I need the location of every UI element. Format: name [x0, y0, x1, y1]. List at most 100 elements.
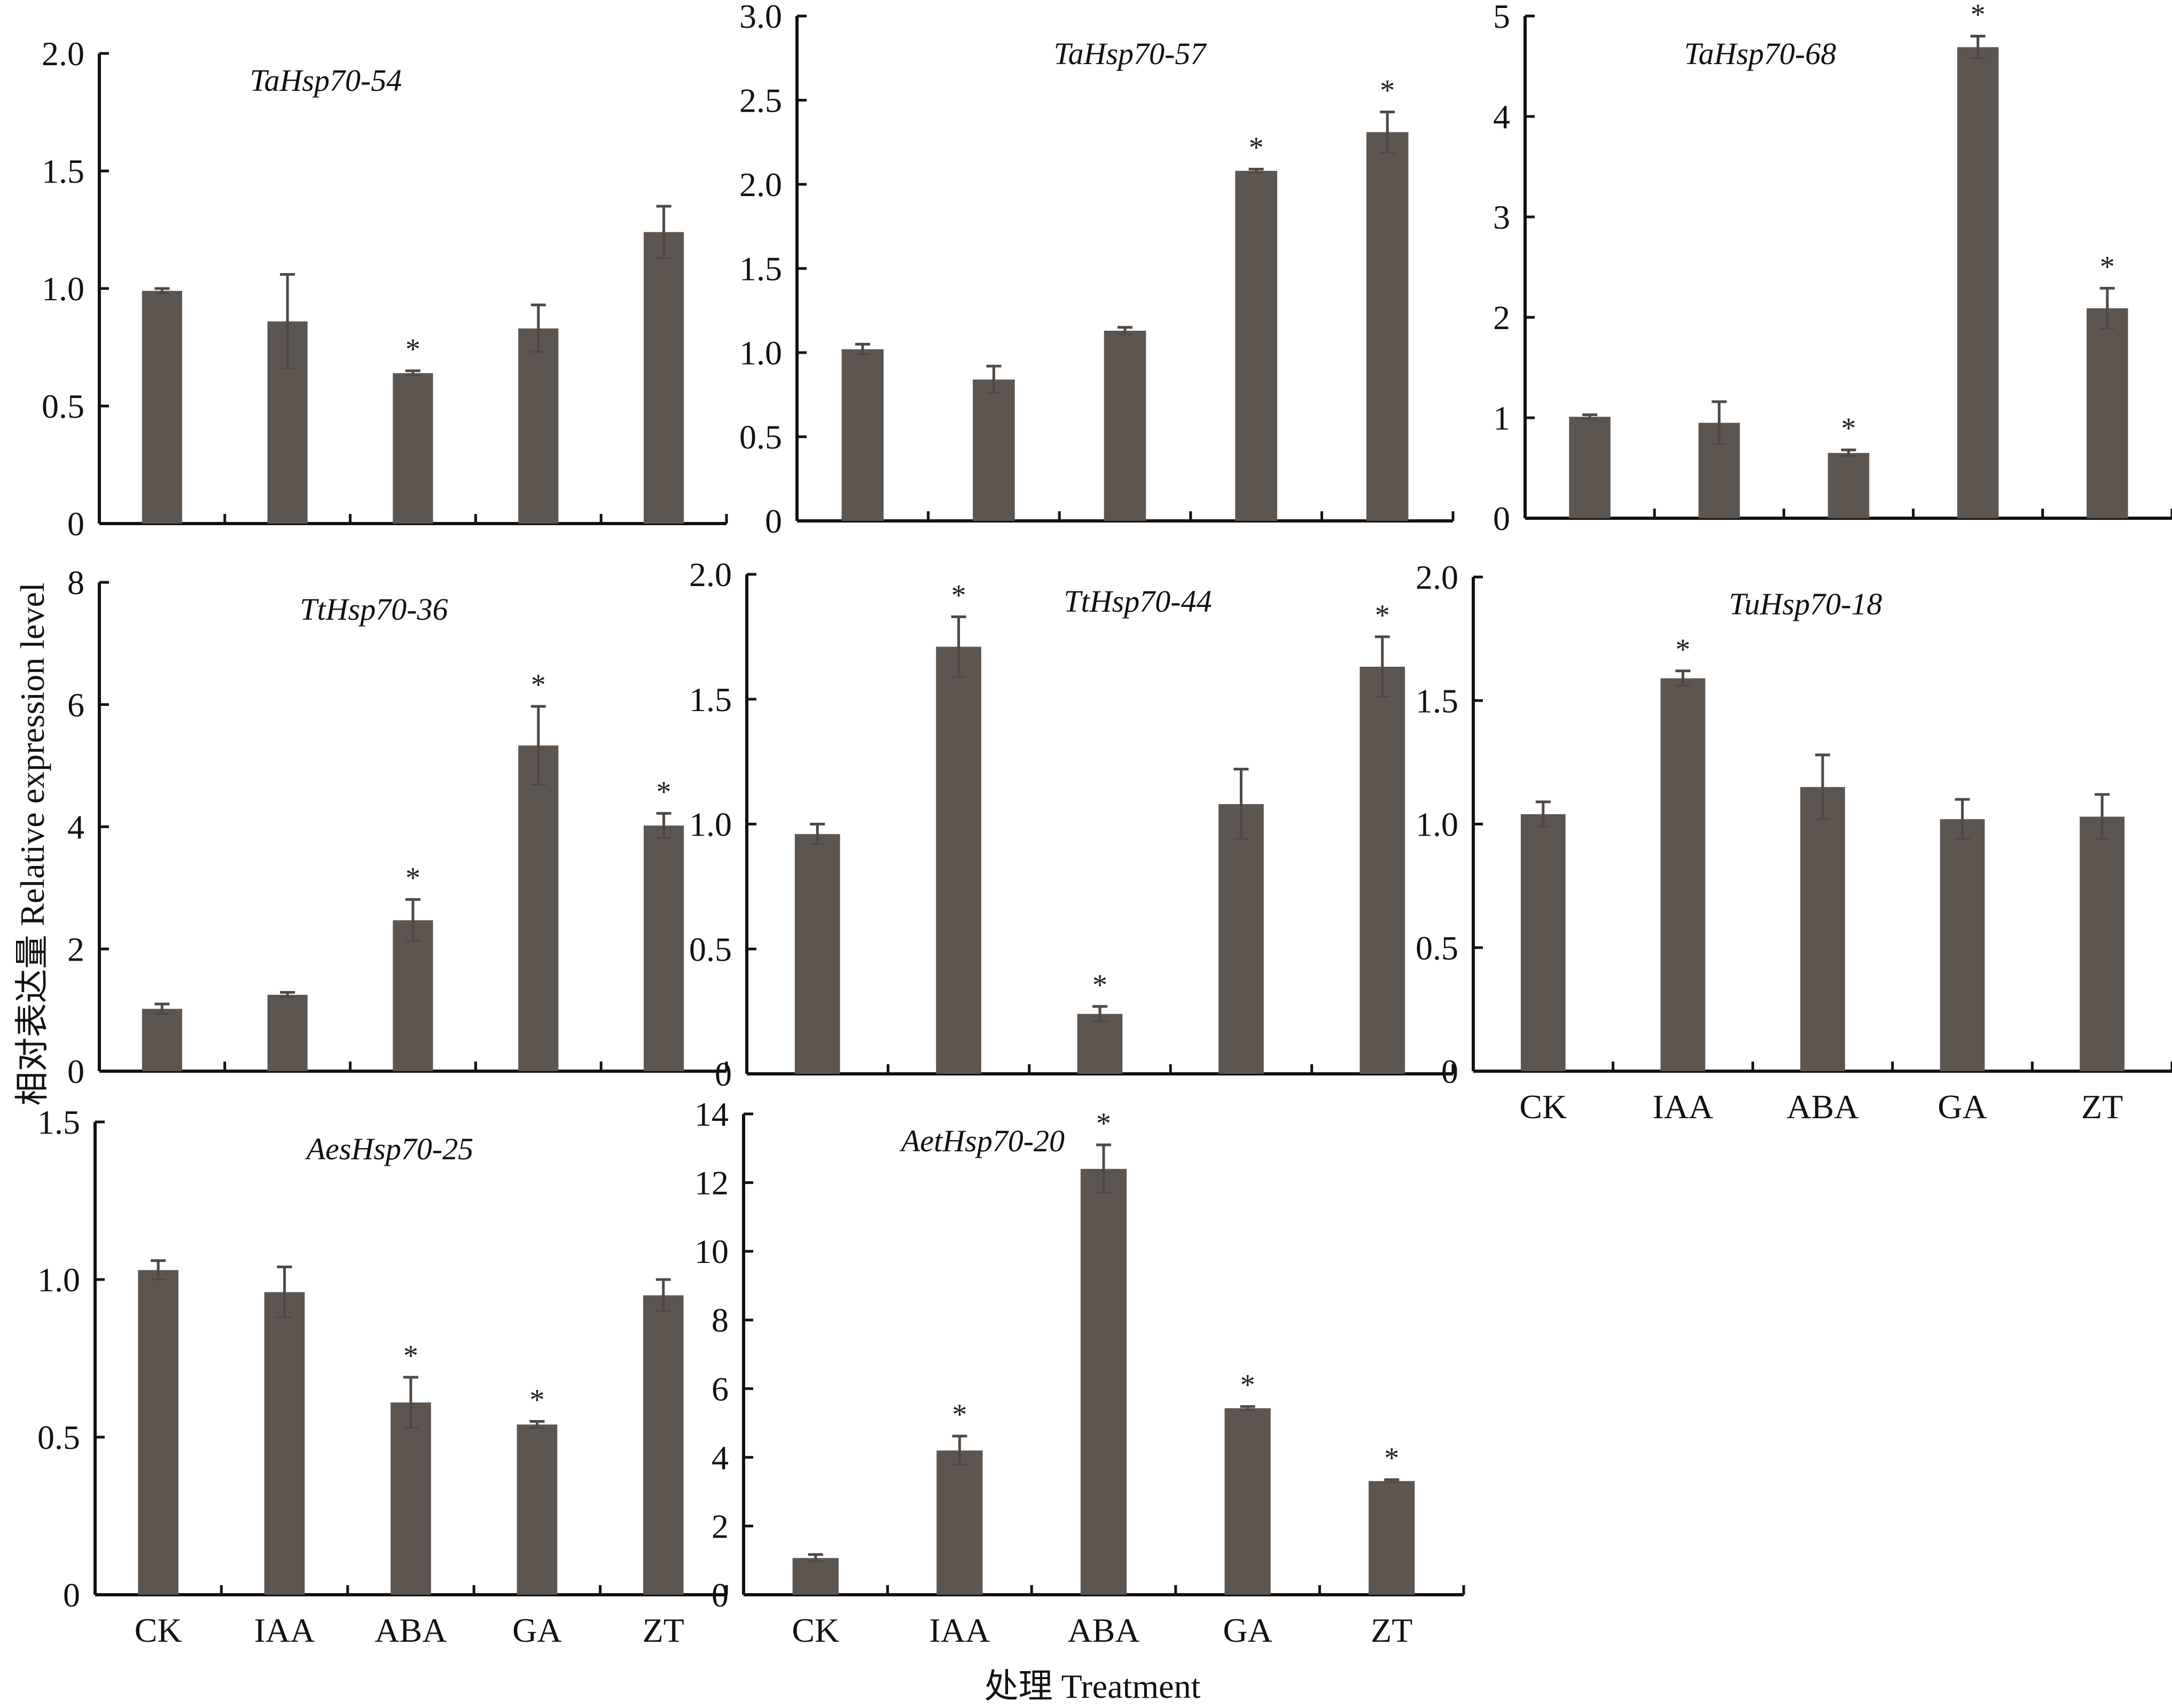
bar-aba: [1104, 331, 1146, 521]
y-tick-label: 1.0: [1416, 806, 1458, 844]
significance-star: *: [2100, 250, 2115, 283]
significance-star: *: [1092, 969, 1107, 1002]
panel-title: TaHsp70-54: [250, 63, 402, 98]
panel-title: TuHsp70-18: [1729, 587, 1882, 621]
y-tick-label: 1.0: [42, 270, 84, 308]
x-tick-label: ZT: [2081, 1088, 2123, 1126]
bar-ck: [138, 1270, 179, 1595]
bar-aba: [393, 373, 433, 524]
y-tick-label: 1.0: [689, 806, 732, 844]
bar-ga: [1218, 804, 1264, 1074]
bar-zt: [643, 1295, 684, 1595]
significance-star: *: [952, 1398, 967, 1431]
panel-title: TaHsp70-57: [1054, 36, 1207, 71]
y-tick-label: 2.5: [739, 82, 782, 120]
bar-ck: [792, 1558, 839, 1595]
y-tick-label: 6: [712, 1370, 729, 1408]
significance-star: *: [1384, 1442, 1399, 1475]
significance-star: *: [531, 668, 546, 701]
x-tick-label: IAA: [254, 1611, 315, 1649]
y-tick-label: 1.5: [689, 681, 732, 719]
bar-iaa: [1660, 678, 1706, 1071]
panel-title: TaHsp70-68: [1684, 36, 1837, 71]
significance-star: *: [403, 1339, 418, 1372]
bar-iaa: [936, 646, 981, 1074]
y-tick-label: 1.5: [739, 250, 782, 288]
x-axis-label: 处理 Treatment: [984, 1667, 1201, 1705]
y-tick-label: 10: [694, 1233, 729, 1270]
bar-ga: [1235, 170, 1277, 521]
y-tick-label: 2.0: [739, 166, 782, 204]
y-tick-label: 0: [67, 1052, 84, 1090]
y-tick-label: 2: [712, 1507, 729, 1545]
x-tick-label: ZT: [643, 1611, 684, 1649]
bar-aba: [1080, 1168, 1127, 1595]
significance-star: *: [1380, 74, 1395, 107]
y-tick-label: 4: [1493, 98, 1510, 136]
bar-ga: [518, 328, 559, 524]
y-tick-label: 0: [1441, 1052, 1458, 1090]
y-axis-label-container: 相对表达量 Relative expression level: [0, 0, 59, 1692]
y-tick-label: 0.5: [689, 930, 732, 968]
bar-aba: [390, 1402, 431, 1595]
significance-star: *: [1096, 1107, 1111, 1140]
y-axis-label: 相对表达量 Relative expression level: [13, 582, 51, 1106]
bar-ck: [142, 291, 182, 524]
y-tick-label: 3: [1493, 198, 1510, 236]
y-tick-label: 3.0: [739, 0, 782, 35]
x-tick-label: CK: [135, 1611, 182, 1649]
y-tick-label: 1.5: [1416, 682, 1458, 720]
bar-ga: [1224, 1408, 1271, 1595]
y-tick-label: 0: [63, 1576, 80, 1614]
bar-aba: [393, 920, 433, 1071]
bar-ga: [518, 745, 559, 1071]
x-tick-label: GA: [1223, 1611, 1272, 1649]
significance-star: *: [1375, 599, 1390, 632]
bar-zt: [644, 825, 684, 1071]
bar-ga: [1940, 819, 1985, 1071]
y-tick-label: 0: [67, 505, 84, 543]
x-tick-label: CK: [1519, 1088, 1567, 1126]
bar-zt: [644, 232, 684, 524]
significance-star: *: [1971, 0, 1986, 32]
bar-aba: [1077, 1013, 1123, 1074]
y-tick-label: 0: [715, 1055, 732, 1093]
bar-iaa: [936, 1450, 983, 1595]
y-tick-label: 0: [765, 502, 782, 540]
bar-iaa: [264, 1292, 305, 1595]
y-tick-label: 4: [712, 1439, 729, 1477]
bar-zt: [2080, 816, 2125, 1071]
x-tick-label: IAA: [929, 1611, 990, 1649]
y-tick-label: 1.5: [37, 1103, 80, 1141]
y-tick-label: 14: [694, 1095, 729, 1133]
y-tick-label: 4: [67, 808, 84, 846]
y-tick-label: 1.0: [739, 334, 782, 372]
y-tick-label: 8: [712, 1301, 729, 1339]
x-tick-label: GA: [512, 1611, 561, 1649]
bar-ck: [841, 349, 884, 521]
x-tick-label: ABA: [1786, 1088, 1858, 1126]
bar-zt: [2087, 308, 2128, 518]
x-tick-label: ABA: [374, 1611, 447, 1649]
y-tick-label: 0: [1493, 500, 1510, 537]
y-tick-label: 12: [694, 1164, 729, 1202]
y-tick-label: 0.5: [42, 387, 84, 425]
significance-star: *: [1841, 412, 1856, 445]
y-tick-label: 0: [712, 1576, 729, 1614]
bar-iaa: [267, 995, 308, 1071]
y-tick-label: 0.5: [739, 418, 782, 456]
y-tick-label: 1.0: [37, 1261, 80, 1299]
y-tick-label: 2: [1493, 299, 1510, 337]
bar-aba: [1827, 453, 1870, 518]
panel-title: TtHsp70-36: [300, 592, 448, 627]
bar-zt: [1360, 666, 1405, 1074]
bar-zt: [1369, 1481, 1415, 1595]
y-tick-label: 0.5: [1416, 929, 1458, 967]
significance-star: *: [1249, 131, 1264, 165]
y-tick-label: 2.0: [42, 35, 84, 73]
y-tick-label: 5: [1493, 0, 1510, 35]
panel-title: AetHsp70-20: [899, 1124, 1065, 1158]
panel-title: TtHsp70-44: [1064, 584, 1212, 619]
bar-ga: [517, 1424, 558, 1595]
